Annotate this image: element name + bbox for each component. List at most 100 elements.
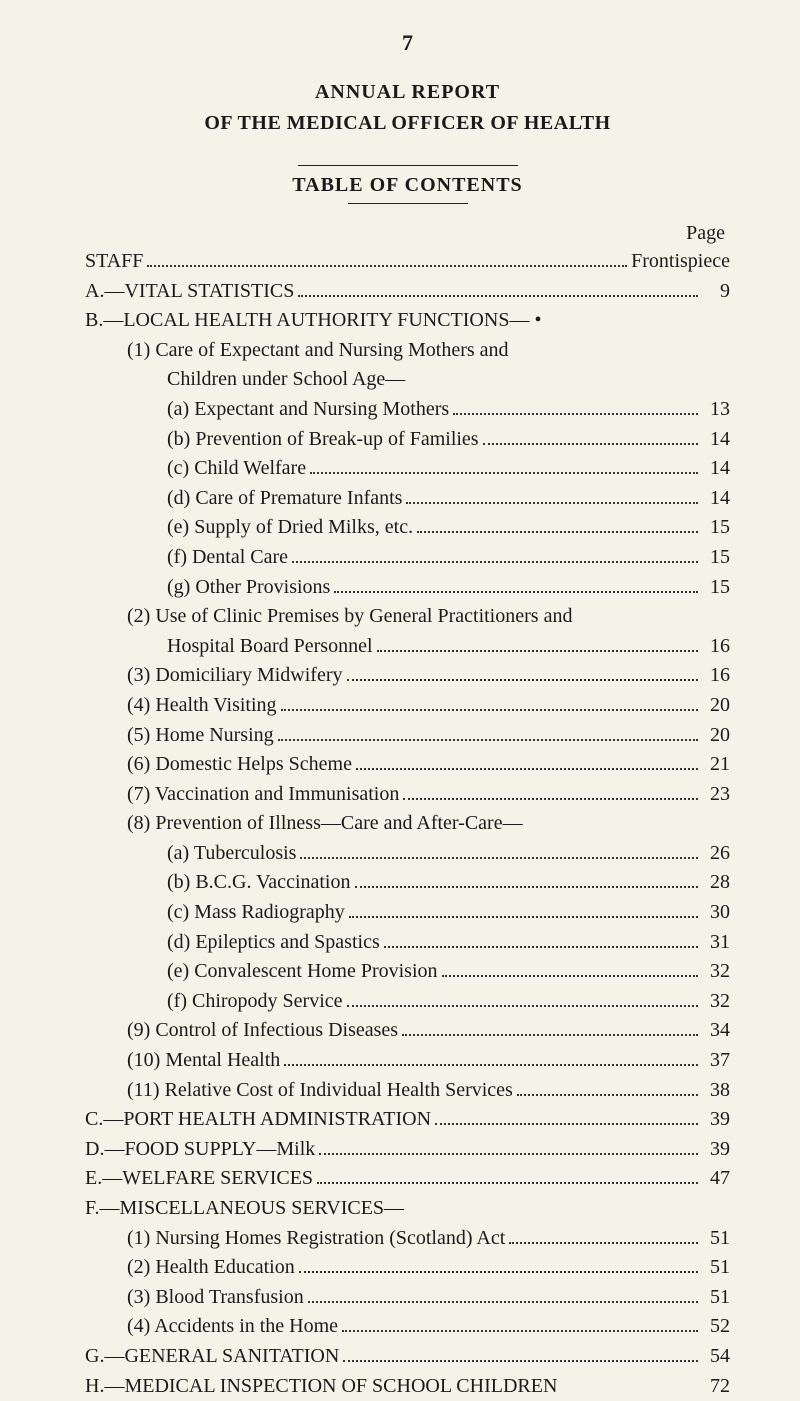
toc-label: H.—MEDICAL INSPECTION OF SCHOOL CHILDREN bbox=[85, 1372, 557, 1401]
toc-entry: A.—VITAL STATISTICS 9 bbox=[85, 277, 730, 307]
toc-page: 51 bbox=[702, 1283, 730, 1313]
title-subtitle: OF THE MEDICAL OFFICER OF HEALTH bbox=[85, 112, 730, 135]
toc-entry: (2) Health Education 51 bbox=[85, 1253, 730, 1283]
toc-entry: (3) Blood Transfusion 51 bbox=[85, 1283, 730, 1313]
toc-label: G.—GENERAL SANITATION bbox=[85, 1342, 339, 1372]
toc-entry: (d) Care of Premature Infants14 bbox=[85, 484, 730, 514]
toc-dots bbox=[384, 946, 698, 948]
toc-entry: (a) Tuberculosis26 bbox=[85, 839, 730, 869]
toc-page: 30 bbox=[702, 898, 730, 928]
toc-entry: (6) Domestic Helps Scheme 21 bbox=[85, 750, 730, 780]
toc-label: (4) Accidents in the Home bbox=[127, 1312, 338, 1342]
toc-entry: E.—WELFARE SERVICES47 bbox=[85, 1164, 730, 1194]
toc-entry: (10) Mental Health37 bbox=[85, 1046, 730, 1076]
toc-entry: (a) Expectant and Nursing Mothers13 bbox=[85, 395, 730, 425]
toc-label: (9) Control of Infectious Diseases bbox=[127, 1016, 398, 1046]
toc-label: (3) Domiciliary Midwifery bbox=[127, 661, 343, 691]
toc-entry: G.—GENERAL SANITATION 54 bbox=[85, 1342, 730, 1372]
toc-dots bbox=[278, 739, 698, 741]
toc-dots bbox=[310, 472, 698, 474]
toc-entry: Hospital Board Personnel16 bbox=[85, 632, 730, 662]
toc-entry: C.—PORT HEALTH ADMINISTRATION39 bbox=[85, 1105, 730, 1135]
toc-page: 54 bbox=[702, 1342, 730, 1372]
toc-entry: (f) Dental Care15 bbox=[85, 543, 730, 573]
toc-dots bbox=[299, 1271, 698, 1273]
toc-entry: (5) Home Nursing 20 bbox=[85, 721, 730, 751]
toc-page: 21 bbox=[702, 750, 730, 780]
toc-entry: (e) Supply of Dried Milks, etc.15 bbox=[85, 513, 730, 543]
toc-page: 39 bbox=[702, 1135, 730, 1165]
toc-page: 15 bbox=[702, 573, 730, 603]
toc-label: (6) Domestic Helps Scheme bbox=[127, 750, 352, 780]
toc-label: A.—VITAL STATISTICS bbox=[85, 277, 294, 307]
toc-page: 9 bbox=[702, 277, 730, 307]
toc-label: E.—WELFARE SERVICES bbox=[85, 1164, 313, 1194]
toc-page: 32 bbox=[702, 957, 730, 987]
toc-dots bbox=[402, 1034, 698, 1036]
toc-label: Hospital Board Personnel bbox=[167, 632, 373, 662]
toc-entry: (g) Other Provisions 15 bbox=[85, 573, 730, 603]
toc-label: (1) Nursing Homes Registration (Scotland… bbox=[127, 1224, 505, 1254]
toc-label: (7) Vaccination and Immunisation bbox=[127, 780, 399, 810]
toc-dots bbox=[483, 443, 698, 445]
toc-dots bbox=[347, 1005, 698, 1007]
toc-entry: (11) Relative Cost of Individual Health … bbox=[85, 1076, 730, 1106]
toc-dots bbox=[284, 1064, 698, 1066]
toc-label: (2) Health Education bbox=[127, 1253, 295, 1283]
toc-entry: STAFF Frontispiece bbox=[85, 247, 730, 277]
toc-dots bbox=[347, 679, 699, 681]
toc-label: (b) B.C.G. Vaccination bbox=[167, 868, 351, 898]
toc-page: 51 bbox=[702, 1253, 730, 1283]
toc-page: 20 bbox=[702, 691, 730, 721]
toc-page: 51 bbox=[702, 1224, 730, 1254]
toc-page: 37 bbox=[702, 1046, 730, 1076]
toc-page: 31 bbox=[702, 928, 730, 958]
toc-entry: (b) Prevention of Break-up of Families 14 bbox=[85, 425, 730, 455]
toc-dots bbox=[281, 709, 698, 711]
toc-entry: (1) Care of Expectant and Nursing Mother… bbox=[85, 336, 730, 366]
toc-entry: (c) Child Welfare14 bbox=[85, 454, 730, 484]
toc-dots bbox=[442, 975, 699, 977]
divider-bottom bbox=[348, 203, 468, 204]
toc-label: D.—FOOD SUPPLY—Milk bbox=[85, 1135, 315, 1165]
toc-container: STAFF Frontispiece A.—VITAL STATISTICS 9B.—… bbox=[85, 247, 730, 1401]
toc-page: 20 bbox=[702, 721, 730, 751]
toc-page: Frontispiece bbox=[631, 247, 730, 277]
page-column-header: Page bbox=[85, 222, 730, 245]
divider-top bbox=[298, 165, 518, 166]
toc-entry: (f) Chiropody Service32 bbox=[85, 987, 730, 1017]
title-toc: TABLE OF CONTENTS bbox=[85, 174, 730, 197]
toc-dots bbox=[334, 591, 698, 593]
toc-entry: (8) Prevention of Illness—Care and After… bbox=[85, 809, 730, 839]
toc-dots bbox=[356, 768, 698, 770]
toc-label: STAFF bbox=[85, 247, 143, 277]
toc-page: 14 bbox=[702, 425, 730, 455]
toc-page: 32 bbox=[702, 987, 730, 1017]
page-number: 7 bbox=[85, 30, 730, 56]
toc-label: (5) Home Nursing bbox=[127, 721, 274, 751]
toc-page: 39 bbox=[702, 1105, 730, 1135]
toc-entry: (2) Use of Clinic Premises by General Pr… bbox=[85, 602, 730, 632]
toc-dots bbox=[308, 1301, 698, 1303]
toc-label: (a) Tuberculosis bbox=[167, 839, 296, 869]
toc-dots bbox=[435, 1123, 698, 1125]
toc-entry: F.—MISCELLANEOUS SERVICES— bbox=[85, 1194, 730, 1224]
toc-label: (e) Convalescent Home Provision bbox=[167, 957, 438, 987]
toc-label: (b) Prevention of Break-up of Families bbox=[167, 425, 479, 455]
toc-entry: B.—LOCAL HEALTH AUTHORITY FUNCTIONS— • bbox=[85, 306, 730, 336]
toc-dots bbox=[317, 1182, 698, 1184]
toc-dots bbox=[298, 295, 698, 297]
toc-dots bbox=[517, 1094, 698, 1096]
toc-label: (4) Health Visiting bbox=[127, 691, 277, 721]
toc-dots bbox=[349, 916, 698, 918]
toc-dots bbox=[342, 1330, 698, 1332]
toc-label: (g) Other Provisions bbox=[167, 573, 330, 603]
toc-label: (f) Dental Care bbox=[167, 543, 288, 573]
toc-page: 38 bbox=[702, 1076, 730, 1106]
toc-page: 34 bbox=[702, 1016, 730, 1046]
toc-dots bbox=[509, 1242, 698, 1244]
toc-dots bbox=[377, 650, 698, 652]
toc-page: 15 bbox=[702, 513, 730, 543]
toc-page: 52 bbox=[702, 1312, 730, 1342]
toc-label: (3) Blood Transfusion bbox=[127, 1283, 304, 1313]
